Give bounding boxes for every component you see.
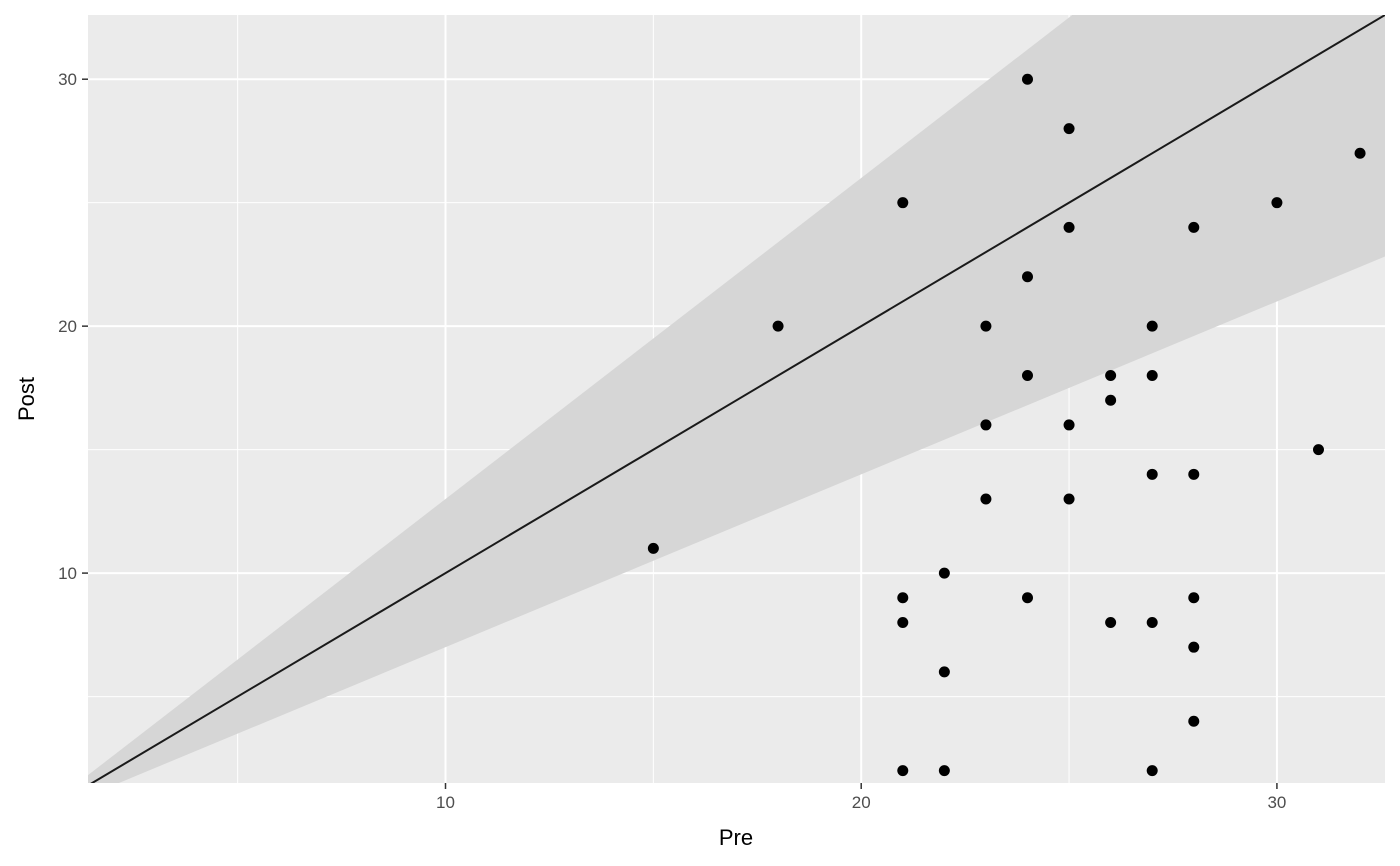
data-point (1063, 221, 1075, 233)
data-point (938, 666, 950, 678)
identity-line (90, 15, 1385, 783)
y-axis-title: Post (14, 377, 39, 421)
data-point (1063, 419, 1075, 431)
x-ticks: 10 20 30 (436, 783, 1286, 812)
data-point (897, 616, 909, 628)
data-point (1021, 592, 1033, 604)
data-point (1188, 221, 1200, 233)
data-point (897, 197, 909, 209)
y-ticks: 10 20 30 (58, 70, 88, 583)
data-point (1188, 468, 1200, 480)
data-point (1146, 468, 1158, 480)
data-point (1146, 616, 1158, 628)
y-tick-label: 20 (58, 317, 77, 336)
x-tick-label: 10 (436, 793, 455, 812)
data-point (1105, 616, 1117, 628)
data-point (1021, 370, 1033, 382)
x-tick-label: 30 (1267, 793, 1286, 812)
data-point (980, 320, 992, 332)
data-point (1105, 394, 1117, 406)
data-point (1146, 370, 1158, 382)
data-point (1188, 715, 1200, 727)
data-point (1188, 641, 1200, 653)
data-point (1021, 271, 1033, 283)
data-point (1105, 370, 1117, 382)
data-point (1188, 592, 1200, 604)
data-point (1146, 765, 1158, 777)
data-point (647, 542, 659, 554)
data-point (1021, 73, 1033, 85)
data-point (897, 592, 909, 604)
data-point (980, 493, 992, 505)
data-point (897, 765, 909, 777)
data-point (1354, 147, 1366, 159)
x-tick-label: 20 (852, 793, 871, 812)
data-point (980, 419, 992, 431)
x-axis-title: Pre (719, 825, 753, 850)
y-tick-label: 10 (58, 564, 77, 583)
data-point (1063, 123, 1075, 135)
data-point (772, 320, 784, 332)
data-points (647, 73, 1366, 777)
data-point (1271, 197, 1283, 209)
data-point (1146, 320, 1158, 332)
data-point (1312, 444, 1324, 456)
data-point (1063, 493, 1075, 505)
data-point (938, 567, 950, 579)
y-tick-label: 30 (58, 70, 77, 89)
data-point (938, 765, 950, 777)
